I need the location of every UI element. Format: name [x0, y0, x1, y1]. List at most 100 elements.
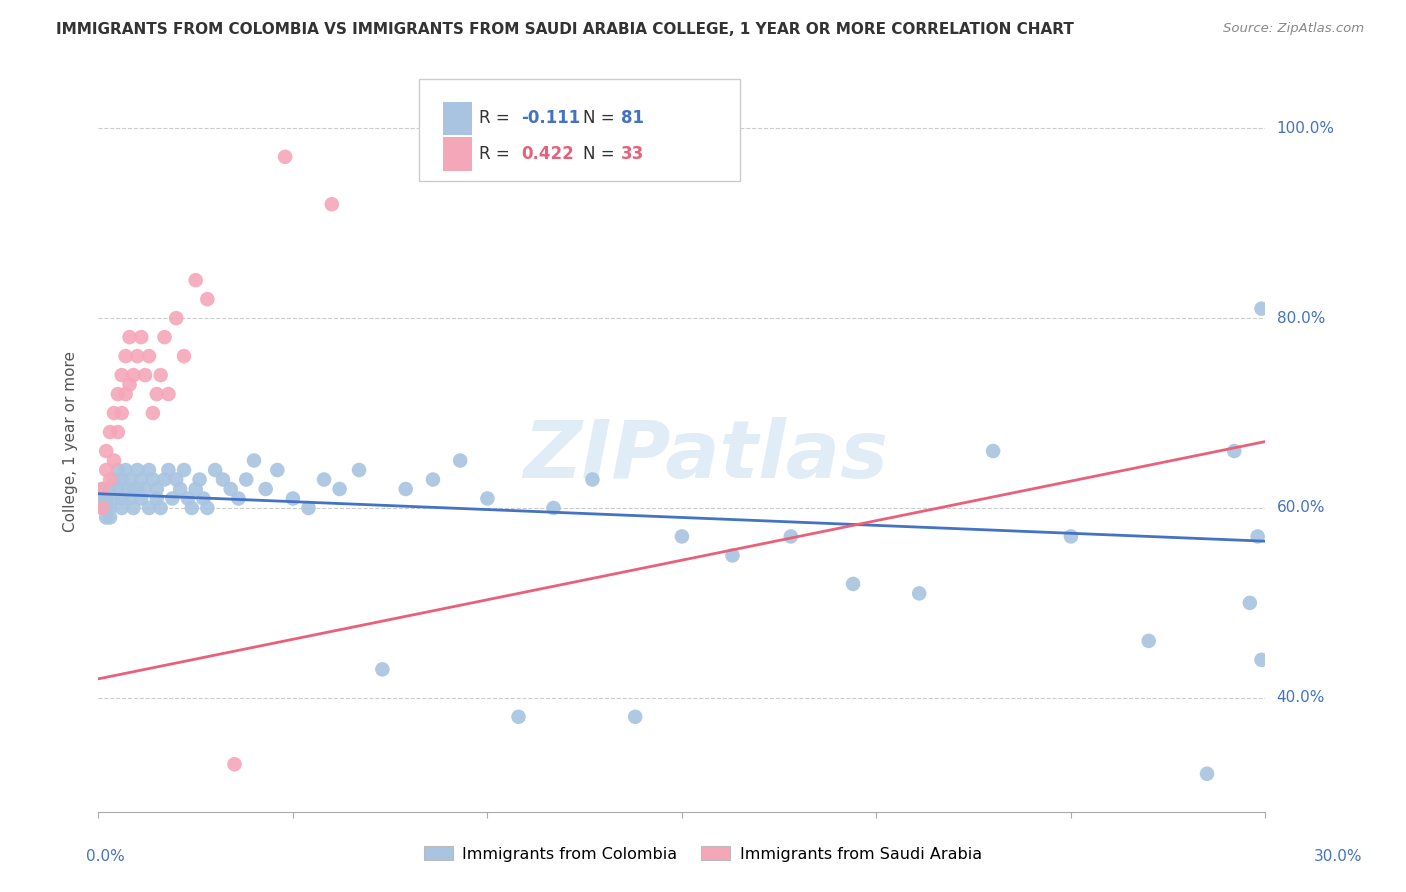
Point — [329, 482, 352, 496]
Point — [195, 500, 218, 515]
Point — [107, 463, 129, 477]
Point — [96, 463, 118, 477]
Point — [219, 482, 242, 496]
Point — [111, 368, 134, 383]
Point — [98, 500, 121, 515]
Point — [477, 491, 499, 506]
Point — [98, 510, 121, 524]
Point — [184, 273, 207, 287]
Text: 0.422: 0.422 — [520, 145, 574, 162]
Point — [1250, 301, 1272, 316]
Point — [111, 406, 134, 420]
Point — [347, 463, 370, 477]
Point — [142, 406, 165, 420]
Point — [779, 529, 801, 543]
Point — [118, 377, 141, 392]
Point — [111, 491, 134, 506]
Point — [177, 491, 200, 506]
Point — [103, 491, 125, 506]
Point — [98, 473, 121, 487]
Point — [281, 491, 304, 506]
Point — [107, 387, 129, 401]
Point — [146, 482, 169, 496]
Point — [127, 349, 149, 363]
Point — [114, 387, 136, 401]
Point — [721, 549, 744, 563]
Text: IMMIGRANTS FROM COLOMBIA VS IMMIGRANTS FROM SAUDI ARABIA COLLEGE, 1 YEAR OR MORE: IMMIGRANTS FROM COLOMBIA VS IMMIGRANTS F… — [56, 22, 1074, 37]
Point — [91, 500, 114, 515]
Text: 40.0%: 40.0% — [1277, 690, 1324, 706]
Legend: Immigrants from Colombia, Immigrants from Saudi Arabia: Immigrants from Colombia, Immigrants fro… — [418, 839, 988, 868]
Point — [153, 330, 176, 344]
Point — [371, 662, 394, 676]
Point — [114, 463, 136, 477]
Point — [204, 463, 226, 477]
Point — [312, 473, 335, 487]
Point — [180, 500, 202, 515]
Point — [1246, 529, 1268, 543]
Point — [107, 425, 129, 439]
Text: R =: R = — [479, 109, 515, 127]
Point — [134, 482, 156, 496]
Point — [153, 473, 176, 487]
Point — [184, 482, 207, 496]
Text: 80.0%: 80.0% — [1277, 310, 1324, 326]
Point — [162, 491, 184, 506]
Point — [129, 473, 152, 487]
Point — [228, 491, 250, 506]
Point — [96, 491, 118, 506]
Point — [1137, 633, 1160, 648]
Point — [98, 482, 121, 496]
Point — [581, 473, 603, 487]
Point — [111, 473, 134, 487]
Point — [212, 473, 235, 487]
Point — [254, 482, 277, 496]
Point — [96, 510, 118, 524]
Point — [103, 473, 125, 487]
Point — [127, 482, 149, 496]
Text: 60.0%: 60.0% — [1277, 500, 1324, 516]
Point — [422, 473, 444, 487]
Point — [624, 710, 647, 724]
Text: N =: N = — [582, 109, 620, 127]
Text: 30.0%: 30.0% — [1315, 849, 1362, 863]
Point — [157, 387, 180, 401]
FancyBboxPatch shape — [443, 102, 472, 135]
Point — [1223, 444, 1246, 458]
Point — [981, 444, 1004, 458]
Point — [1239, 596, 1261, 610]
Point — [321, 197, 343, 211]
Point — [91, 482, 114, 496]
Point — [118, 491, 141, 506]
Point — [96, 500, 118, 515]
Point — [1195, 766, 1218, 780]
Point — [103, 453, 125, 467]
FancyBboxPatch shape — [419, 78, 741, 181]
Point — [449, 453, 471, 467]
Point — [138, 500, 160, 515]
Point — [395, 482, 418, 496]
Point — [91, 491, 114, 506]
Point — [138, 349, 160, 363]
Point — [173, 349, 195, 363]
Point — [118, 330, 141, 344]
Point — [157, 463, 180, 477]
Point — [96, 444, 118, 458]
FancyBboxPatch shape — [443, 137, 472, 170]
Point — [122, 368, 145, 383]
Text: ZIPatlas: ZIPatlas — [523, 417, 887, 495]
Point — [146, 387, 169, 401]
Point — [122, 500, 145, 515]
Point — [224, 757, 246, 772]
Point — [543, 500, 565, 515]
Point — [671, 529, 693, 543]
Point — [134, 368, 156, 383]
Point — [165, 311, 187, 326]
Point — [127, 463, 149, 477]
Point — [1250, 653, 1272, 667]
Point — [235, 473, 257, 487]
Point — [165, 473, 187, 487]
Text: 100.0%: 100.0% — [1277, 120, 1334, 136]
Point — [169, 482, 191, 496]
Point — [103, 406, 125, 420]
